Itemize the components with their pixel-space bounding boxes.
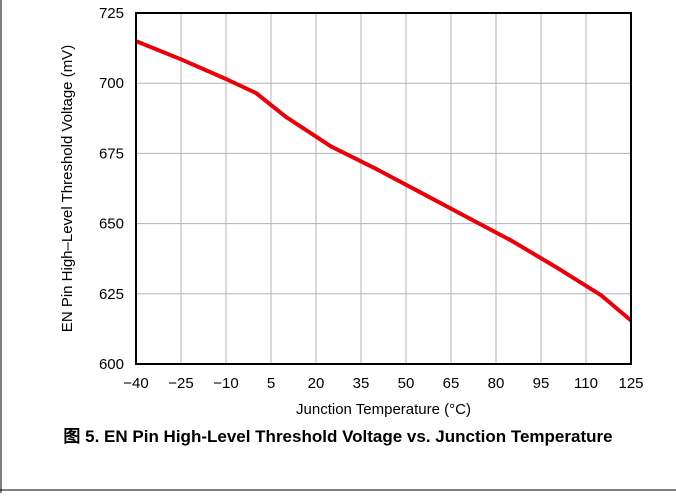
x-tick-label: −25: [168, 375, 193, 392]
y-tick-label: 725: [99, 5, 124, 22]
x-axis-label: Junction Temperature (°C): [296, 401, 471, 418]
x-axis-tick-labels: −40 −25 −10 5 20 35 50 65 80 95 110 125: [123, 375, 643, 392]
plot-area-border: [135, 12, 632, 365]
x-tick-label: 110: [574, 375, 598, 392]
y-tick-label: 625: [99, 286, 124, 303]
x-tick-label: 5: [267, 375, 275, 392]
y-axis-tick-labels: 600 625 650 675 700 725: [99, 5, 124, 373]
x-tick-label: 35: [353, 375, 370, 392]
x-tick-label: 65: [443, 375, 460, 392]
y-tick-label: 675: [99, 145, 124, 162]
x-tick-label: 50: [398, 375, 415, 392]
series-layer: [135, 39, 633, 323]
grid: [135, 12, 632, 365]
x-tick-label: 80: [488, 375, 505, 392]
y-tick-label: 600: [99, 356, 124, 373]
y-tick-label: 650: [99, 216, 124, 233]
series-line: [135, 39, 633, 323]
x-tick-label: 95: [533, 375, 550, 392]
x-tick-label: −10: [213, 375, 238, 392]
figure-caption: 图 5. EN Pin High-Level Threshold Voltage…: [63, 427, 613, 446]
x-tick-label: −40: [123, 375, 148, 392]
x-tick-label: 20: [308, 375, 325, 392]
y-axis-label: EN Pin High–Level Threshold Voltage (mV): [59, 45, 76, 332]
y-tick-label: 700: [99, 75, 124, 92]
x-tick-label: 125: [618, 375, 643, 392]
